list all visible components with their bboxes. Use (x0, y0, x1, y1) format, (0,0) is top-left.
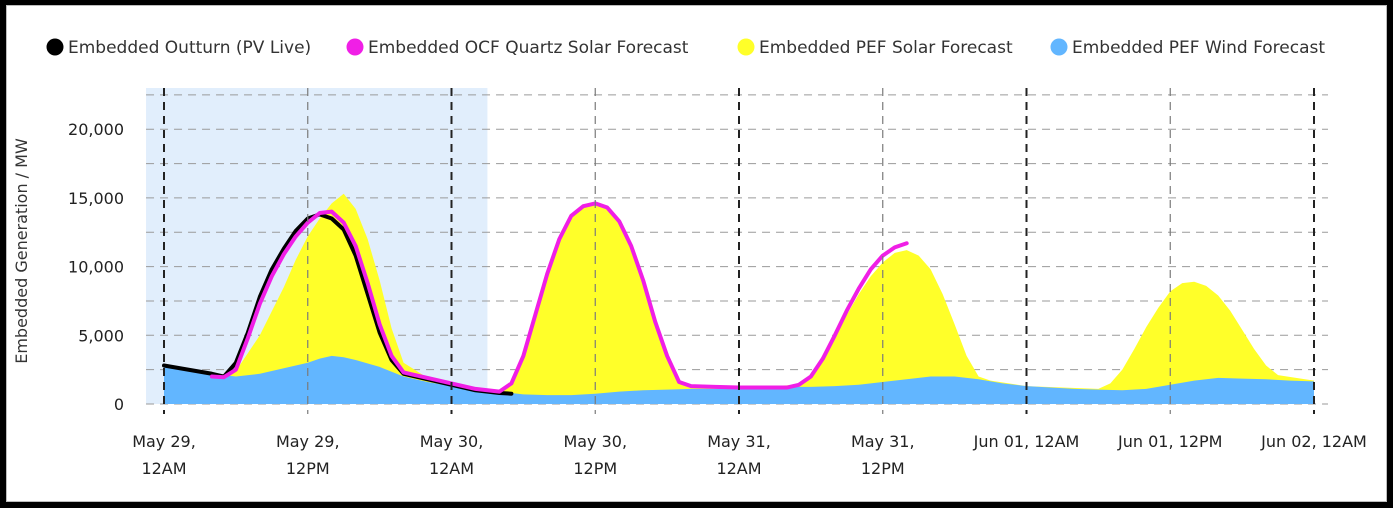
legend-label: Embedded Outturn (PV Live) (68, 38, 311, 58)
x-tick-label: May 30, 12PM (563, 432, 627, 478)
legend-marker (737, 38, 755, 56)
x-tick-label: May 31, 12AM (707, 432, 771, 478)
series-area-embedded-pef-wind-forecast (164, 355, 1314, 404)
legend-item-embedded-outturn-pv-live[interactable]: Embedded Outturn (PV Live) (46, 38, 312, 58)
y-tick-label: 15,000 (68, 189, 124, 208)
x-tick-label: May 30, 12AM (420, 432, 484, 478)
x-tick-label: Jun 01, 12AM (973, 432, 1080, 451)
series-line-embedded-ocf-quartz-solar-forecast (209, 201, 909, 394)
x-tick-label: Jun 01, 12PM (1117, 432, 1222, 451)
legend-marker (346, 38, 364, 56)
legend-item-embedded-pef-wind-forecast[interactable]: Embedded PEF Wind Forecast (1050, 38, 1326, 58)
chart-frame: Embedded Outturn (PV Live) Embedded OCF Q… (6, 5, 1387, 502)
legend-item-embedded-pef-solar-forecast[interactable]: Embedded PEF Solar Forecast (737, 38, 1013, 58)
y-tick-label: 5,000 (78, 326, 124, 345)
area-series (164, 193, 1314, 404)
y-tick-label: 10,000 (68, 258, 124, 277)
x-gridlines (163, 88, 1315, 414)
y-axis-label: Embedded Generation / MW (12, 138, 31, 364)
legend-marker (46, 38, 64, 56)
legend-marker (1050, 38, 1068, 56)
x-tick-label: May 29, 12AM (132, 432, 196, 478)
legend-label: Embedded PEF Solar Forecast (759, 38, 1013, 58)
legend-item-embedded-ocf-quartz-solar-forecast[interactable]: Embedded OCF Quartz Solar Forecast (346, 38, 689, 58)
y-tick-label: 20,000 (68, 120, 124, 139)
legend-label: Embedded OCF Quartz Solar Forecast (368, 38, 689, 58)
legend: Embedded Outturn (PV Live) Embedded OCF Q… (46, 38, 1326, 58)
x-tick-label: May 31, 12PM (851, 432, 915, 478)
x-tick-label: Jun 02, 12AM (1260, 432, 1367, 451)
y-tick-label: 0 (114, 395, 124, 414)
chart-svg: Embedded Outturn (PV Live) Embedded OCF Q… (12, 38, 1367, 478)
x-axis-ticks: May 29, 12AM May 29, 12PM May 30, 12AM May 30,… (132, 432, 1367, 478)
legend-label: Embedded PEF Wind Forecast (1072, 38, 1325, 58)
x-tick-label: May 29, 12PM (276, 432, 340, 478)
y-axis-ticks: 0 5,000 10,000 15,000 20,000 (68, 120, 124, 414)
line-series (162, 201, 909, 396)
